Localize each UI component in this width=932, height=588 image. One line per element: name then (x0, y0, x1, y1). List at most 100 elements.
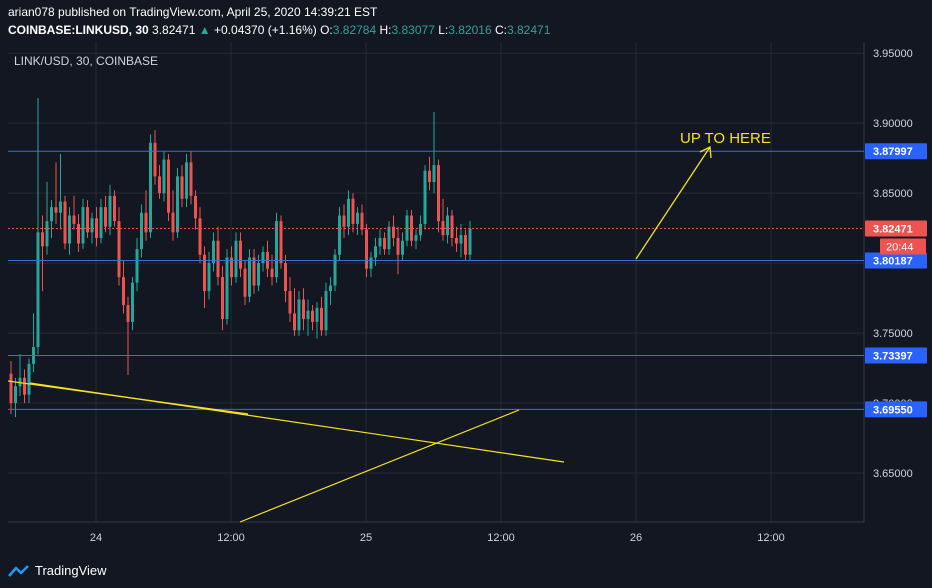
candle-body (450, 215, 454, 238)
candle-body (428, 170, 431, 182)
footer-bar: TradingView (0, 555, 932, 588)
candle-body (396, 237, 400, 255)
price-axis[interactable] (864, 42, 932, 522)
candle-body (459, 235, 463, 244)
brand-name: TradingView (35, 563, 107, 578)
candle-body (77, 223, 80, 244)
pane-legend: LINK/USD, 30, COINBASE (14, 54, 158, 68)
candle-body (342, 215, 346, 227)
symbol-name[interactable]: COINBASE:LINKUSD, 30 (8, 23, 149, 37)
candle-body (221, 277, 224, 320)
candle-body (414, 235, 418, 241)
candle-body (104, 207, 107, 227)
candle-body (441, 221, 445, 236)
candle-body (171, 212, 175, 233)
candle-body (464, 235, 467, 255)
candle-body (275, 221, 278, 278)
high-label: H: (379, 23, 392, 37)
candle-body (41, 232, 44, 247)
candle-body (149, 142, 152, 233)
candle-body (243, 268, 247, 297)
candle-body (315, 307, 319, 322)
countdown-text: 20:44 (886, 242, 914, 254)
candle-body (203, 254, 206, 292)
candle-body (176, 176, 179, 233)
annotation-text[interactable]: UP TO HERE (680, 130, 771, 147)
candle-body (257, 263, 260, 286)
candle-body (27, 363, 31, 395)
candle-body (90, 218, 94, 233)
candle-body (135, 249, 139, 283)
candle-body (207, 263, 211, 292)
candle-body (320, 307, 323, 331)
price-tick-label: 3.75000 (873, 328, 913, 340)
candle-body (293, 313, 296, 331)
candle-body (383, 237, 386, 250)
candle-body (270, 268, 274, 278)
horizontal-levels[interactable] (8, 150, 864, 410)
price-change: +0.04370 (+1.16%) (214, 23, 317, 37)
current-price-badge (865, 220, 927, 237)
tradingview-logo-icon (8, 564, 29, 577)
candle-body (216, 240, 220, 278)
candle-body (180, 176, 184, 199)
high-value: 3.83077 (391, 23, 435, 37)
candle-body (54, 207, 58, 213)
candle-body (14, 386, 17, 404)
candle-body (387, 226, 391, 250)
candle-body (374, 246, 377, 258)
candle-body (468, 228, 472, 255)
candle-body (432, 165, 436, 182)
candles (9, 97, 472, 418)
countdown-badge (880, 238, 926, 255)
candle-body (122, 277, 125, 306)
candle-body (45, 221, 49, 247)
level-price-badge[interactable] (865, 252, 927, 269)
candle-body (198, 218, 202, 255)
candle-body (239, 240, 242, 269)
candle-body (324, 291, 328, 331)
candle-body (9, 373, 13, 404)
price-tick-label: 3.90000 (873, 118, 913, 130)
tradingview-brand[interactable]: TradingView (8, 563, 107, 578)
candle-body (347, 198, 350, 227)
candle-body (126, 305, 130, 322)
candle-body (446, 215, 449, 236)
level-price-badge[interactable] (865, 143, 927, 160)
candle-body (59, 201, 62, 213)
low-label: L: (438, 23, 449, 37)
candle-body (108, 195, 112, 227)
projection-line[interactable] (635, 146, 711, 260)
candle-body (99, 207, 103, 238)
candle-body (81, 207, 85, 244)
candle-body (378, 237, 382, 247)
open-value: 3.82784 (332, 23, 377, 37)
trend-line-down-short[interactable] (7, 380, 249, 415)
chart-header: arian078 published on TradingView.com, A… (0, 0, 932, 42)
candle-body (423, 170, 427, 224)
candle-body (185, 162, 188, 199)
candle-body (212, 240, 215, 264)
time-tick-label: 26 (630, 532, 642, 544)
candle-body (167, 159, 170, 213)
time-axis-ticks: 24 12:00 25 12:00 26 12:00 (90, 532, 785, 544)
time-tick-label: 25 (360, 532, 372, 544)
candle-body (252, 257, 256, 286)
candle-body (113, 195, 116, 222)
candle-body (351, 198, 355, 224)
candle-body (284, 263, 287, 292)
candle-body (230, 257, 233, 278)
candle-body (333, 254, 337, 286)
arrow-head-icon (699, 145, 712, 159)
candle-body (189, 162, 193, 196)
level-price-badge[interactable] (865, 401, 927, 418)
price-tick-label: 3.85000 (873, 188, 913, 200)
symbol-quote-line: COINBASE:LINKUSD, 30 3.82471 ▲ +0.04370 … (8, 23, 550, 37)
close-label: C: (494, 23, 507, 37)
trend-line-up[interactable] (239, 409, 520, 523)
candle-body (162, 159, 166, 194)
level-price-badge[interactable] (865, 347, 927, 364)
level-price-text: 3.87997 (873, 146, 913, 158)
time-tick-label: 24 (90, 532, 102, 544)
